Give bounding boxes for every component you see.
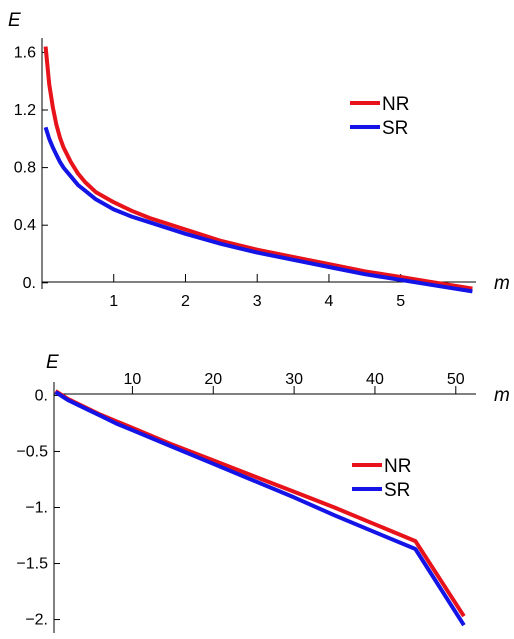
top-y-tick-label: 0. [23,275,36,292]
top-x-axis-label: m [494,273,510,294]
top-legend-label-sr: SR [382,118,408,139]
bottom-y-tick-label: −0.5 [16,443,48,460]
top-y-axis-label: E [8,10,21,31]
top-legend: NR SR [350,94,409,139]
top-y-tick-label: 0.8 [14,160,36,177]
top-x-tick-label: 3 [253,293,262,310]
top-series-line-sr [43,126,473,294]
bottom-y-tick-label: −1. [25,500,48,517]
bottom-y-axis-label: E [46,352,59,373]
top-x-tick-label: 4 [324,293,333,310]
bottom-legend-label-sr: SR [384,480,410,501]
top-legend-label-nr: NR [382,94,409,115]
bottom-x-tick-label: 10 [124,371,142,388]
top-x-tick-label: 2 [181,293,190,310]
bottom-legend: NR SR [352,456,411,501]
top-y-tick-label: 1.6 [14,44,36,61]
bottom-ticks: 10 20 30 40 50 0. −0.5 −1. −1.5 −2. [16,371,464,629]
chart-top: 1 2 3 4 5 0. 0.4 0.8 1.2 1.6 E m NR SR [8,10,510,310]
bottom-x-axis-label: m [494,385,510,406]
top-y-tick-label: 1.2 [14,102,36,119]
bottom-series-line-sr [54,390,466,627]
chart-bottom: 10 20 30 40 50 0. −0.5 −1. −1.5 −2. E m NR SR [16,352,510,633]
bottom-x-tick-label: 30 [285,371,303,388]
bottom-x-tick-label: 40 [366,371,384,388]
bottom-y-tick-label: −1.5 [16,556,48,573]
bottom-legend-label-nr: NR [384,456,411,477]
top-y-tick-label: 0.4 [14,217,36,234]
bottom-y-tick-label: −2. [25,612,48,629]
bottom-series [54,389,466,627]
top-x-tick-label: 5 [396,293,405,310]
top-series-line-nr [43,46,473,291]
top-x-tick-label: 1 [109,293,118,310]
top-ticks: 1 2 3 4 5 0. 0.4 0.8 1.2 1.6 [14,44,405,310]
bottom-x-tick-label: 50 [447,371,465,388]
bottom-x-tick-label: 20 [204,371,222,388]
bottom-y-tick-label: 0. [35,387,48,404]
top-series [43,46,473,294]
